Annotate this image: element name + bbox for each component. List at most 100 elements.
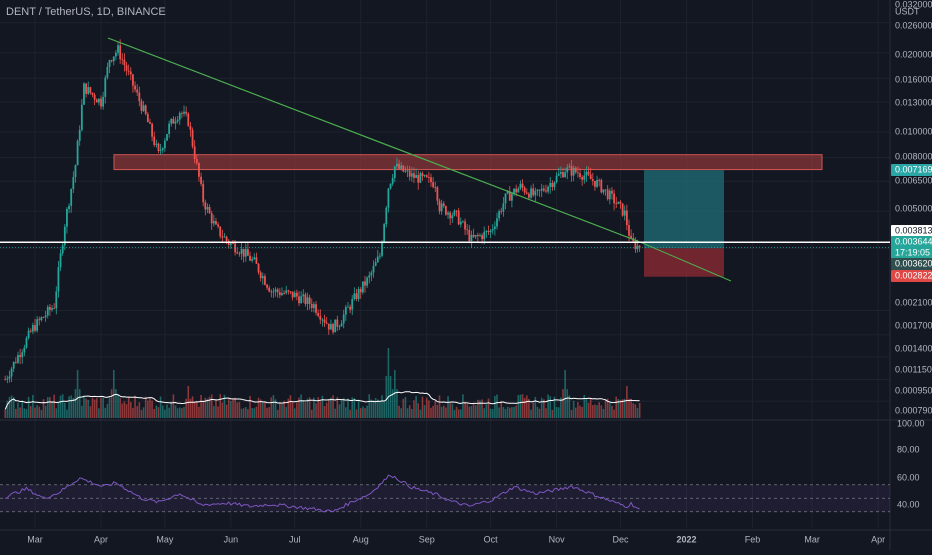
volume-bar bbox=[251, 407, 253, 418]
volume-bar bbox=[623, 398, 626, 418]
candle-body bbox=[330, 324, 332, 330]
long-position-target-zone[interactable] bbox=[644, 170, 724, 249]
candle-body bbox=[508, 191, 511, 201]
candle-body bbox=[400, 165, 403, 169]
volume-bar bbox=[419, 409, 422, 418]
volume-bar bbox=[551, 409, 554, 418]
candle-body bbox=[85, 83, 87, 94]
volume-bar bbox=[78, 389, 81, 418]
candle-body bbox=[157, 143, 160, 151]
volume-bar bbox=[345, 407, 347, 418]
volume-bar bbox=[411, 408, 413, 418]
volume-bar bbox=[632, 403, 635, 418]
volume-bar bbox=[57, 402, 60, 418]
candle-body bbox=[472, 234, 475, 237]
candle-body bbox=[176, 119, 179, 122]
candle-body bbox=[489, 230, 492, 233]
candle-body bbox=[112, 56, 115, 62]
candle-body bbox=[151, 123, 153, 137]
volume-bar bbox=[74, 389, 77, 418]
candle-body bbox=[404, 170, 407, 172]
candle-body bbox=[272, 291, 275, 293]
volume-bar bbox=[592, 405, 594, 418]
volume-bar bbox=[72, 397, 75, 418]
volume-bar bbox=[259, 399, 262, 418]
volume-bar bbox=[498, 407, 500, 418]
volume-bar bbox=[166, 404, 168, 418]
volume-bar bbox=[315, 403, 317, 418]
candle-body bbox=[74, 165, 77, 178]
price-axis-tick: 0.013000 bbox=[895, 97, 932, 107]
candle-body bbox=[427, 177, 430, 178]
volume-bar bbox=[238, 401, 241, 418]
candle-body bbox=[594, 180, 596, 187]
volume-bar bbox=[112, 370, 115, 418]
candle-body bbox=[321, 319, 324, 321]
candle-body bbox=[368, 275, 371, 278]
time-axis-label: Jul bbox=[289, 534, 301, 544]
volume-bar bbox=[202, 400, 204, 418]
candle-body bbox=[538, 189, 541, 191]
price-axis-tick: 0.020000 bbox=[895, 49, 932, 59]
volume-bar bbox=[262, 402, 264, 418]
trendline-extension[interactable] bbox=[639, 241, 732, 282]
candle-body bbox=[542, 188, 545, 191]
candle-body bbox=[445, 206, 447, 215]
candle-body bbox=[615, 203, 618, 205]
candle-body bbox=[587, 171, 590, 175]
volume-bar bbox=[611, 405, 613, 418]
candle-body bbox=[291, 291, 294, 298]
volume-bar bbox=[581, 406, 583, 418]
volume-bar bbox=[483, 408, 486, 418]
candle-body bbox=[589, 174, 592, 180]
candle-body bbox=[163, 140, 166, 149]
candle-body bbox=[215, 220, 217, 225]
resistance-zone[interactable] bbox=[113, 154, 823, 171]
candle-body bbox=[511, 193, 513, 201]
candle-body bbox=[242, 248, 245, 257]
candle-body bbox=[110, 60, 113, 62]
candle-body bbox=[285, 290, 288, 294]
volume-bar bbox=[545, 408, 547, 418]
volume-bar bbox=[310, 409, 313, 418]
volume-bar bbox=[387, 348, 390, 418]
candle-body bbox=[574, 167, 577, 173]
candle-body bbox=[40, 317, 43, 321]
volume-bar bbox=[142, 407, 145, 418]
candle-body bbox=[455, 210, 458, 212]
candle-body bbox=[51, 308, 53, 310]
volume-bar bbox=[472, 403, 475, 418]
descending-trendline[interactable] bbox=[107, 37, 641, 243]
volume-bar bbox=[66, 409, 68, 418]
volume-bar bbox=[12, 397, 15, 418]
volume-bar bbox=[272, 395, 275, 418]
volume-bar bbox=[338, 404, 341, 418]
volume-bar bbox=[198, 406, 200, 418]
candle-body bbox=[325, 322, 328, 324]
candle-body bbox=[174, 121, 177, 124]
price-axis-tick: 0.008000 bbox=[895, 151, 932, 161]
candle-body bbox=[528, 193, 530, 198]
candle-body bbox=[189, 125, 192, 130]
candle-body bbox=[521, 183, 524, 188]
candle-body bbox=[370, 272, 373, 276]
volume-bar bbox=[281, 404, 283, 418]
candle-body bbox=[625, 210, 628, 226]
candle-body bbox=[359, 288, 362, 293]
candle-body bbox=[153, 136, 156, 145]
candle-body bbox=[487, 230, 490, 233]
candle-body bbox=[149, 122, 151, 124]
volume-bar bbox=[379, 400, 381, 418]
volume-bar bbox=[349, 409, 351, 418]
candle-body bbox=[193, 146, 196, 160]
candle-body bbox=[513, 188, 515, 194]
candle-body bbox=[434, 187, 437, 188]
candle-body bbox=[187, 113, 190, 126]
candle-body bbox=[295, 292, 298, 297]
volume-bar bbox=[27, 396, 30, 418]
candle-body bbox=[283, 293, 285, 294]
candle-body bbox=[117, 45, 119, 53]
candle-body bbox=[600, 180, 603, 193]
